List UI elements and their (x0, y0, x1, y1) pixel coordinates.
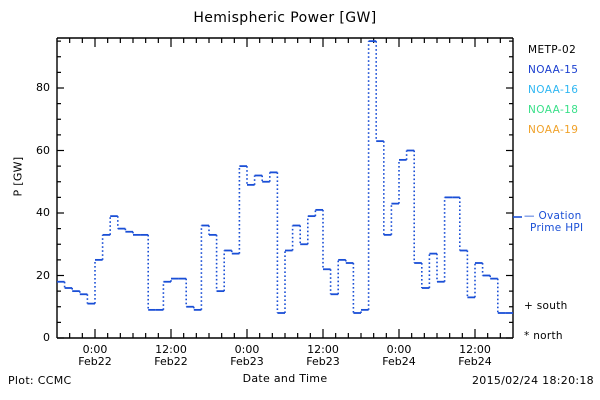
legend-item-noaa-18: NOAA-18 (528, 104, 579, 116)
y-tick-label: 80 (36, 81, 50, 94)
side-note-ovation: — Ovation Prime HPI (524, 210, 583, 234)
data-series (57, 40, 513, 314)
x-tick-date: Feb24 (382, 355, 416, 368)
data-series-layer (57, 40, 513, 314)
x-tick-label: 12:00 Feb24 (435, 344, 515, 368)
legend-item-metp-02: METP-02 (528, 44, 577, 56)
x-tick-label: 12:00 Feb23 (283, 344, 363, 368)
y-tick-label: 40 (36, 206, 50, 219)
x-tick-date: Feb24 (458, 355, 492, 368)
x-tick-date: Feb22 (154, 355, 188, 368)
x-tick-date: Feb23 (230, 355, 264, 368)
side-note-marker: * (524, 330, 534, 342)
x-axis-ticks (69, 38, 501, 338)
page-title: Hemispheric Power [GW] (193, 10, 377, 26)
side-note-label: north (533, 330, 563, 342)
side-note-marker: + (524, 300, 537, 312)
x-tick-label: 0:00 Feb22 (55, 344, 135, 368)
x-tick-label: 0:00 Feb23 (207, 344, 287, 368)
x-tick-time: 12:00 (459, 343, 491, 356)
y-tick-label: 20 (36, 268, 50, 282)
side-note-south: + south (524, 300, 568, 312)
x-tick-time: 0:00 (82, 343, 108, 356)
x-tick-label: 0:00 Feb24 (359, 344, 439, 368)
plot-credit: Plot: CCMC (8, 374, 72, 387)
y-tick-label: 60 (36, 143, 50, 157)
side-note-label: Ovation (538, 210, 582, 222)
legend-item-noaa-16: NOAA-16 (528, 84, 579, 96)
y-axis-ticks (57, 40, 513, 339)
x-axis-label: Date and Time (242, 372, 328, 385)
x-tick-time: 0:00 (386, 343, 412, 356)
x-tick-time: 12:00 (307, 343, 339, 356)
side-note-north: * north (524, 330, 563, 342)
x-tick-label: 12:00 Feb22 (131, 344, 211, 368)
plot-timestamp: 2015/02/24 18:20:18 (471, 374, 594, 387)
side-note-label: south (536, 300, 568, 312)
side-note-label-line2: Prime HPI (530, 222, 584, 234)
side-note-marker: — (524, 210, 539, 222)
x-tick-time: 12:00 (155, 343, 187, 356)
x-tick-date: Feb22 (78, 355, 112, 368)
x-tick-date: Feb23 (306, 355, 340, 368)
y-tick-label: 0 (43, 331, 50, 344)
legend-item-noaa-15: NOAA-15 (528, 64, 579, 76)
legend-item-noaa-19: NOAA-19 (528, 124, 579, 136)
x-tick-time: 0:00 (234, 343, 260, 356)
